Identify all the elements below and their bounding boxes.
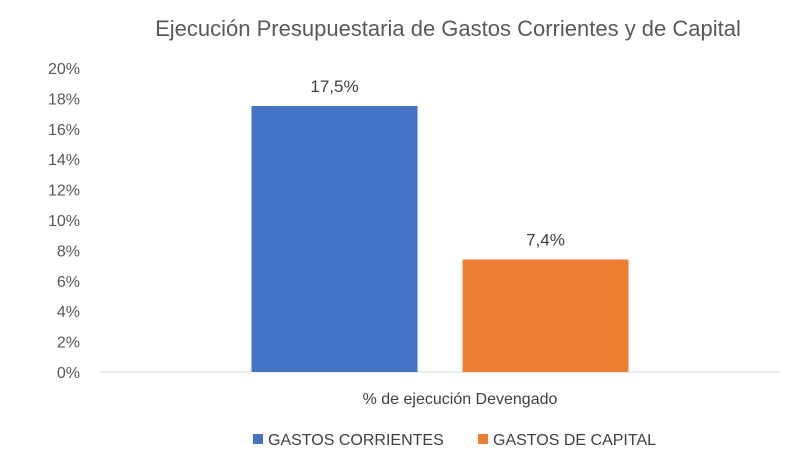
data-label: 17,5% (310, 77, 358, 96)
legend-label: GASTOS CORRIENTES (268, 432, 444, 449)
y-tick-label: 4% (57, 304, 80, 321)
y-tick-label: 6% (57, 274, 80, 291)
legend-swatch (478, 434, 488, 444)
y-tick-label: 12% (48, 183, 80, 200)
x-category-label: % de ejecución Devengado (363, 391, 558, 408)
y-tick-label: 10% (48, 213, 80, 230)
y-axis: 0% 2% 4% 6% 8% 10% 12% 14% 16% 18% 20% (48, 61, 80, 382)
bar-gastos-corrientes (251, 106, 418, 372)
y-tick-label: 18% (48, 91, 80, 108)
y-tick-label: 16% (48, 122, 80, 139)
legend-label: GASTOS DE CAPITAL (493, 432, 656, 449)
y-tick-label: 14% (48, 152, 80, 169)
bar-gastos-de-capital (462, 259, 629, 372)
legend: GASTOS CORRIENTES GASTOS DE CAPITAL (253, 432, 656, 449)
y-tick-label: 20% (48, 61, 80, 78)
y-tick-label: 2% (57, 335, 80, 352)
bars: 17,5% 7,4% (251, 77, 629, 372)
y-tick-label: 0% (57, 365, 80, 382)
chart-title: Ejecución Presupuestaria de Gastos Corri… (155, 16, 741, 41)
legend-swatch (253, 434, 263, 444)
data-label: 7,4% (526, 231, 565, 250)
y-tick-label: 8% (57, 243, 80, 260)
